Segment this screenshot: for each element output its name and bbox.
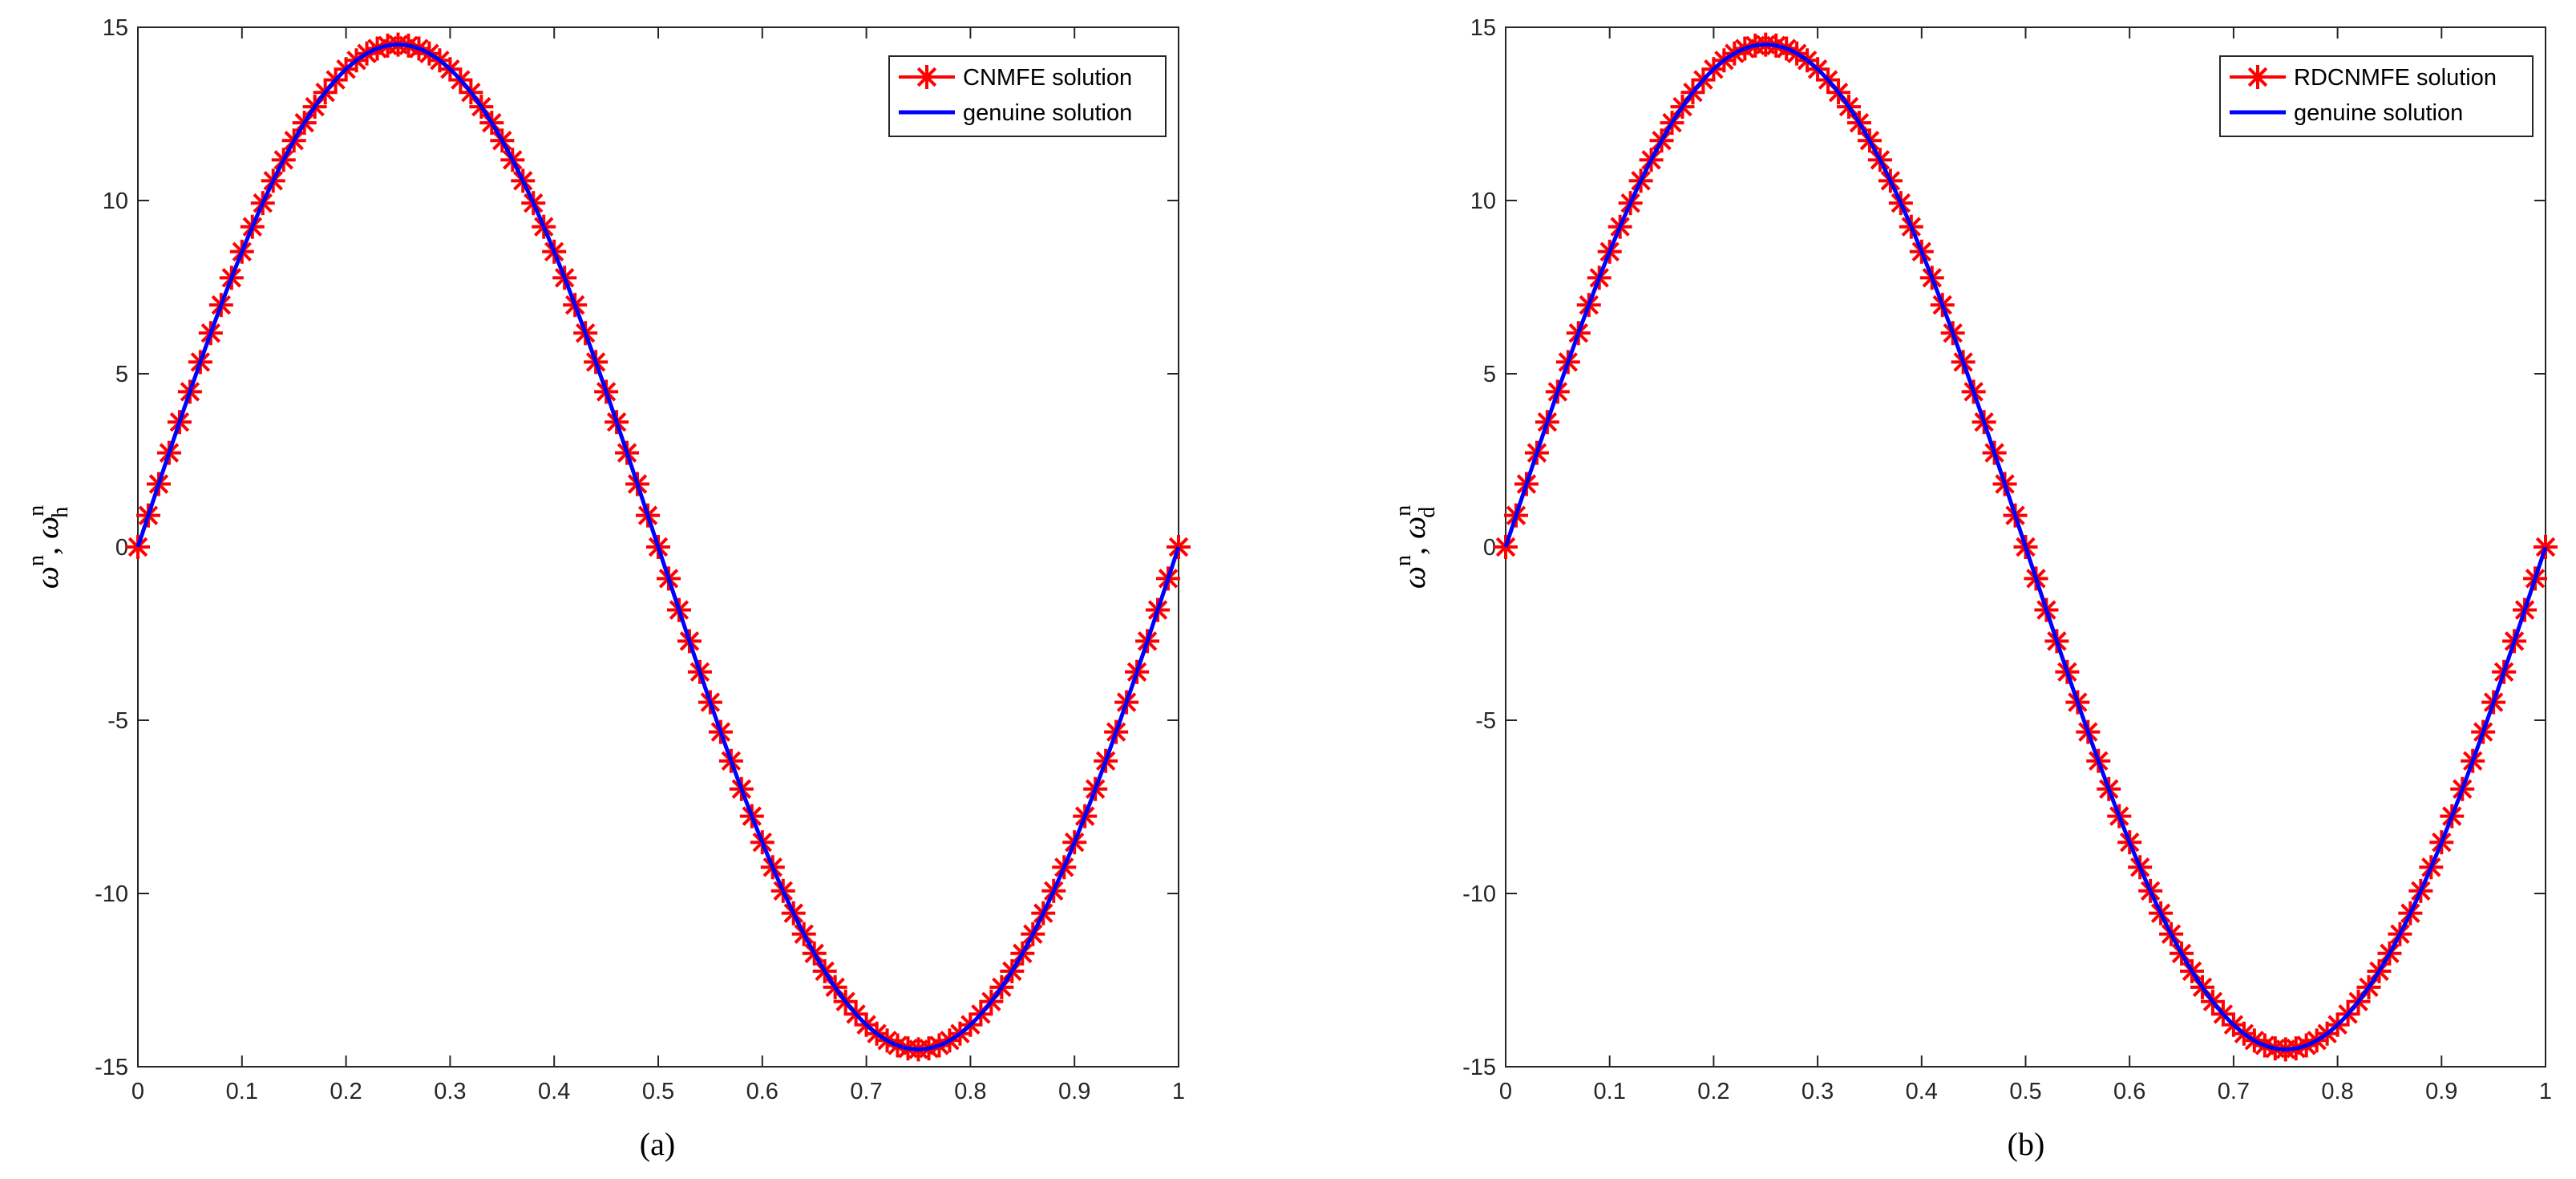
y-tick-label: 10 [1470,188,1496,214]
y-tick-label: -15 [1462,1055,1496,1080]
legend-label-genuine: genuine solution [963,100,1132,126]
x-tick-label: 0.5 [642,1079,674,1104]
panel-caption: (a) [640,1126,675,1162]
y-tick-label: -5 [107,708,128,734]
y-tick-label: 0 [115,535,128,561]
ylabel-omega-2: ω [1396,517,1432,539]
x-tick-label: 0.9 [2425,1079,2457,1104]
x-tick-label: 0.4 [538,1079,570,1104]
chart-panel-2: 0 0.1 0.2 0.3 0.4 0.5 0.6 0.7 0.8 0.9 1 -15 -10 -5 0 5 1… [1391,15,2558,1162]
series-line-genuine [1503,43,2548,1051]
panel-caption: (b) [2008,1126,2045,1162]
x-tick-label: 0.9 [1058,1079,1090,1104]
x-tick-label: 0.1 [1594,1079,1626,1104]
x-tick-label: 0.1 [226,1079,258,1104]
y-tick-label: -5 [1475,708,1496,734]
y-tick-label: -10 [1462,881,1496,907]
x-tick-label: 0.6 [746,1079,778,1104]
y-tick-label: 0 [1483,535,1496,561]
x-tick-label: 0.8 [954,1079,986,1104]
y-tick-label: 15 [1470,15,1496,41]
x-tick-label: 0 [131,1079,144,1104]
ylabel-omega-2: ω [29,517,65,539]
y-tick-label: 10 [103,188,128,214]
x-tick-label: 0.3 [1802,1079,1834,1104]
y-axis-label: ωn, ωnh [24,505,73,590]
x-tick-label: 1 [1172,1079,1185,1104]
ylabel-sep: , [29,539,65,555]
ylabel-sub: h [48,507,73,518]
y-tick-label: 5 [1483,362,1496,387]
legend-label-numerical: RDCNMFE solution [2294,65,2497,91]
x-tick-label: 1 [2539,1079,2552,1104]
legend-label-genuine: genuine solution [2294,100,2463,126]
y-tick-label: 15 [103,15,128,41]
x-tick-label: 0.6 [2113,1079,2145,1104]
legend-asterisk-stroke [2247,67,2268,87]
y-tick-label: -15 [95,1055,128,1080]
ylabel-sup-2: n [1391,505,1416,517]
x-tick-label: 0.7 [850,1079,882,1104]
x-tick-label: 0 [1499,1079,1512,1104]
ylabel-sup-2: n [24,505,49,517]
ylabel-sup: n [1391,555,1416,566]
y-axis-label: ωn, ωnd [1391,505,1440,590]
series-line-genuine [135,43,1181,1051]
legend-asterisk-stroke [916,67,937,87]
ylabel-sep: , [1396,539,1432,555]
ylabel-omega: ω [1396,566,1432,589]
x-tick-label: 0.3 [434,1079,466,1104]
ylabel-omega: ω [29,566,65,589]
x-tick-label: 0.5 [2009,1079,2041,1104]
x-tick-label: 0.4 [1906,1079,1938,1104]
x-tick-label: 0.2 [1697,1079,1729,1104]
y-tick-label: -10 [95,881,128,907]
legend: RDCNMFE solution genuine solution [2219,55,2534,137]
y-tick-label: 5 [115,362,128,387]
legend-label-numerical: CNMFE solution [963,65,1132,91]
x-tick-label: 0.8 [2321,1079,2353,1104]
x-tick-label: 0.7 [2218,1079,2250,1104]
legend: CNMFE solution genuine solution [888,55,1167,137]
legend-box [2219,55,2534,137]
x-tick-label: 0.2 [330,1079,362,1104]
ylabel-sup: n [24,555,49,566]
ylabel-sub: d [1415,507,1440,518]
chart-panel-1: 0 0.1 0.2 0.3 0.4 0.5 0.6 0.7 0.8 0.9 1 -15 -10 -5 0 5 1… [24,15,1191,1162]
